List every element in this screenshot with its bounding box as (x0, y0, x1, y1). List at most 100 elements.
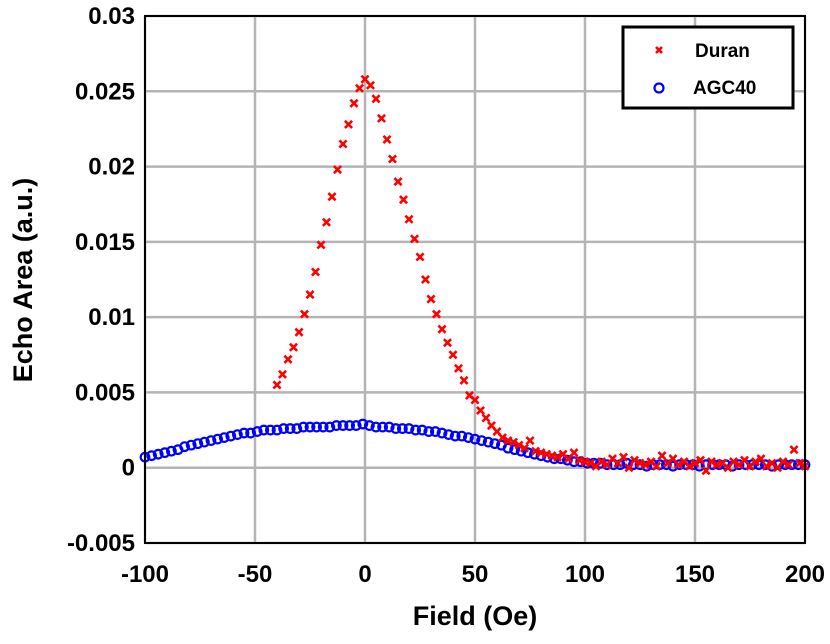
legend-label-duran: Duran (695, 41, 750, 62)
legend: Duran AGC40 (621, 25, 795, 110)
data-point-duran (684, 461, 695, 471)
series-layer (139, 74, 811, 476)
tick-labels: -100 -50 0 50 100 150 200 -0.005 0 0.005 0.01 0.015… (67, 3, 825, 588)
data-point-duran (508, 437, 519, 447)
data-point-agc40 (364, 420, 375, 431)
data-point-agc40 (324, 421, 336, 433)
y-axis-label: Echo Area (a.u.) (8, 178, 38, 383)
data-point-duran (701, 466, 711, 476)
data-point-agc40 (482, 436, 494, 448)
data-point-duran (651, 461, 662, 471)
data-point-duran (431, 309, 442, 319)
data-point-duran (481, 413, 491, 423)
data-point-duran (497, 433, 508, 443)
data-point-duran (585, 458, 596, 468)
data-point-duran (783, 460, 794, 470)
data-point-agc40 (291, 423, 303, 434)
data-point-agc40 (502, 442, 514, 454)
data-point-agc40 (674, 459, 685, 471)
data-point-agc40 (350, 420, 362, 431)
data-point-duran (398, 195, 409, 205)
data-point-agc40 (344, 420, 356, 431)
data-point-duran (376, 113, 387, 123)
data-point-duran (310, 267, 321, 277)
data-point-agc40 (377, 421, 389, 433)
data-point-duran (761, 461, 772, 471)
x-axis-label: Field (Oe) (413, 601, 538, 631)
data-point-duran (349, 98, 359, 108)
data-point-agc40 (430, 426, 441, 437)
data-point-duran (453, 363, 464, 373)
data-point-duran (409, 234, 420, 244)
data-point-duran (288, 342, 299, 352)
data-point-agc40 (225, 430, 237, 442)
data-point-duran (327, 192, 337, 202)
data-point-duran (695, 455, 706, 465)
data-point-duran (387, 154, 398, 164)
data-point-agc40 (331, 420, 342, 431)
data-point-agc40 (231, 429, 243, 440)
data-point-agc40 (278, 423, 290, 434)
data-point-duran (569, 448, 579, 458)
data-point-duran (655, 46, 663, 54)
data-point-agc40 (423, 426, 435, 437)
data-point-agc40 (152, 448, 164, 460)
data-point-agc40 (476, 435, 488, 447)
data-point-duran (371, 94, 381, 104)
data-point-duran (690, 458, 700, 468)
data-point-duran (459, 375, 469, 385)
data-point-duran (756, 454, 766, 464)
data-point-duran (415, 252, 425, 262)
data-point-duran (618, 452, 629, 462)
data-point-agc40 (653, 82, 665, 94)
data-point-duran (596, 457, 607, 467)
data-point-agc40 (212, 433, 224, 445)
data-point-duran (277, 369, 288, 379)
data-point-agc40 (185, 439, 197, 451)
data-point-duran (338, 139, 348, 149)
y-tick-label: 0.015 (75, 229, 135, 256)
data-point-agc40 (410, 424, 422, 436)
x-tick-label: 50 (462, 561, 489, 588)
data-point-agc40 (146, 450, 158, 462)
legend-box (621, 25, 795, 110)
data-point-agc40 (370, 421, 382, 433)
data-point-agc40 (304, 421, 316, 433)
legend-label-agc40: AGC40 (693, 78, 756, 99)
data-point-duran (728, 457, 739, 467)
data-point-duran (343, 119, 354, 129)
legend-marker-duran (655, 46, 663, 54)
data-point-duran (354, 83, 365, 93)
data-point-agc40 (159, 447, 171, 459)
y-tick-label: 0 (122, 455, 135, 482)
data-point-agc40 (205, 435, 217, 447)
x-tick-label: 200 (785, 561, 825, 588)
data-point-duran (750, 457, 761, 467)
data-point-agc40 (337, 420, 349, 431)
data-point-agc40 (198, 436, 210, 448)
data-point-agc40 (449, 430, 461, 442)
data-point-agc40 (284, 423, 296, 434)
y-tick-label: 0.02 (88, 154, 135, 181)
data-point-agc40 (436, 427, 448, 439)
data-point-agc40 (298, 421, 309, 433)
data-point-agc40 (443, 429, 455, 440)
data-point-duran (475, 405, 486, 416)
data-point-agc40 (456, 430, 468, 442)
data-point-duran (448, 350, 458, 360)
data-point-duran (629, 455, 640, 465)
data-point-agc40 (165, 445, 177, 457)
data-point-duran (404, 214, 414, 224)
data-point-duran (442, 338, 453, 348)
data-point-duran (514, 440, 524, 450)
data-point-agc40 (390, 423, 402, 434)
data-point-duran (283, 354, 293, 364)
data-point-agc40 (489, 438, 501, 450)
data-point-duran (332, 165, 343, 175)
data-point-duran (365, 80, 376, 90)
x-tick-label: 0 (358, 561, 371, 588)
data-point-duran (552, 452, 563, 462)
data-point-agc40 (383, 421, 395, 433)
data-point-agc40 (469, 433, 481, 445)
